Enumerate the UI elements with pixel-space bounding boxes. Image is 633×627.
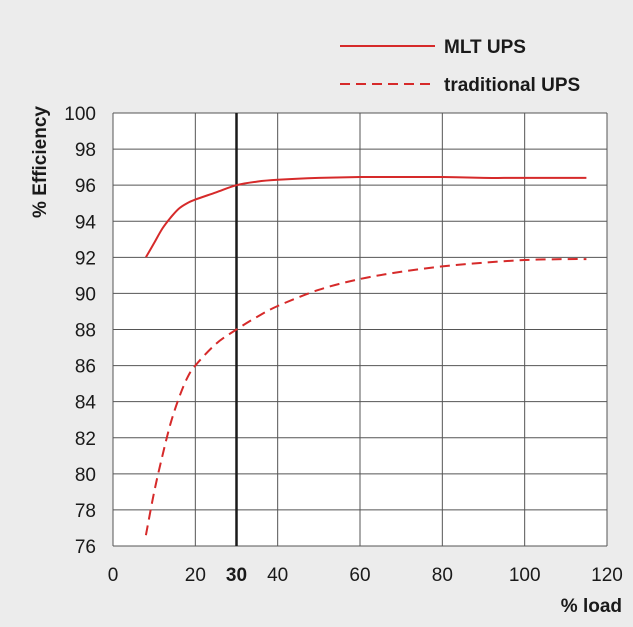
x-tick-label: 60 <box>349 565 370 586</box>
y-tick-label: 80 <box>75 465 96 486</box>
y-tick-label: 82 <box>75 429 96 450</box>
legend-label-mlt-ups: MLT UPS <box>444 37 526 58</box>
y-tick-label: 88 <box>75 321 96 342</box>
y-tick-label: 94 <box>75 212 97 233</box>
x-tick-label: 0 <box>108 565 119 586</box>
y-tick-label: 78 <box>75 501 96 522</box>
y-axis-title: % Efficiency <box>30 106 51 218</box>
x-tick-labels: 0 20 40 60 80 100 120 30 <box>108 565 623 586</box>
x-tick-label: 100 <box>509 565 541 586</box>
legend-label-traditional-ups: traditional UPS <box>444 75 580 96</box>
x-tick-label: 120 <box>591 565 623 586</box>
y-tick-label: 84 <box>75 393 97 414</box>
y-tick-label: 100 <box>64 104 96 125</box>
x-axis-title: % load <box>561 596 622 617</box>
series-line-traditional-ups <box>144 258 587 536</box>
series-group <box>144 175 587 536</box>
x-tick-label: 40 <box>267 565 288 586</box>
y-tick-label: 76 <box>75 537 96 558</box>
legend: MLT UPS traditional UPS <box>340 37 580 96</box>
x-highlight-tick-label: 30 <box>226 565 247 586</box>
series-line-mlt-ups <box>145 175 587 258</box>
y-tick-labels: 76 78 80 82 84 86 88 90 92 94 96 98 100 <box>64 104 96 558</box>
y-tick-label: 98 <box>75 140 96 161</box>
x-tick-label: 20 <box>185 565 206 586</box>
grid-lines <box>112 112 608 547</box>
x-tick-label: 80 <box>432 565 453 586</box>
y-tick-label: 86 <box>75 357 96 378</box>
y-tick-label: 90 <box>75 284 96 305</box>
y-tick-label: 92 <box>75 248 96 269</box>
y-tick-label: 96 <box>75 176 96 197</box>
